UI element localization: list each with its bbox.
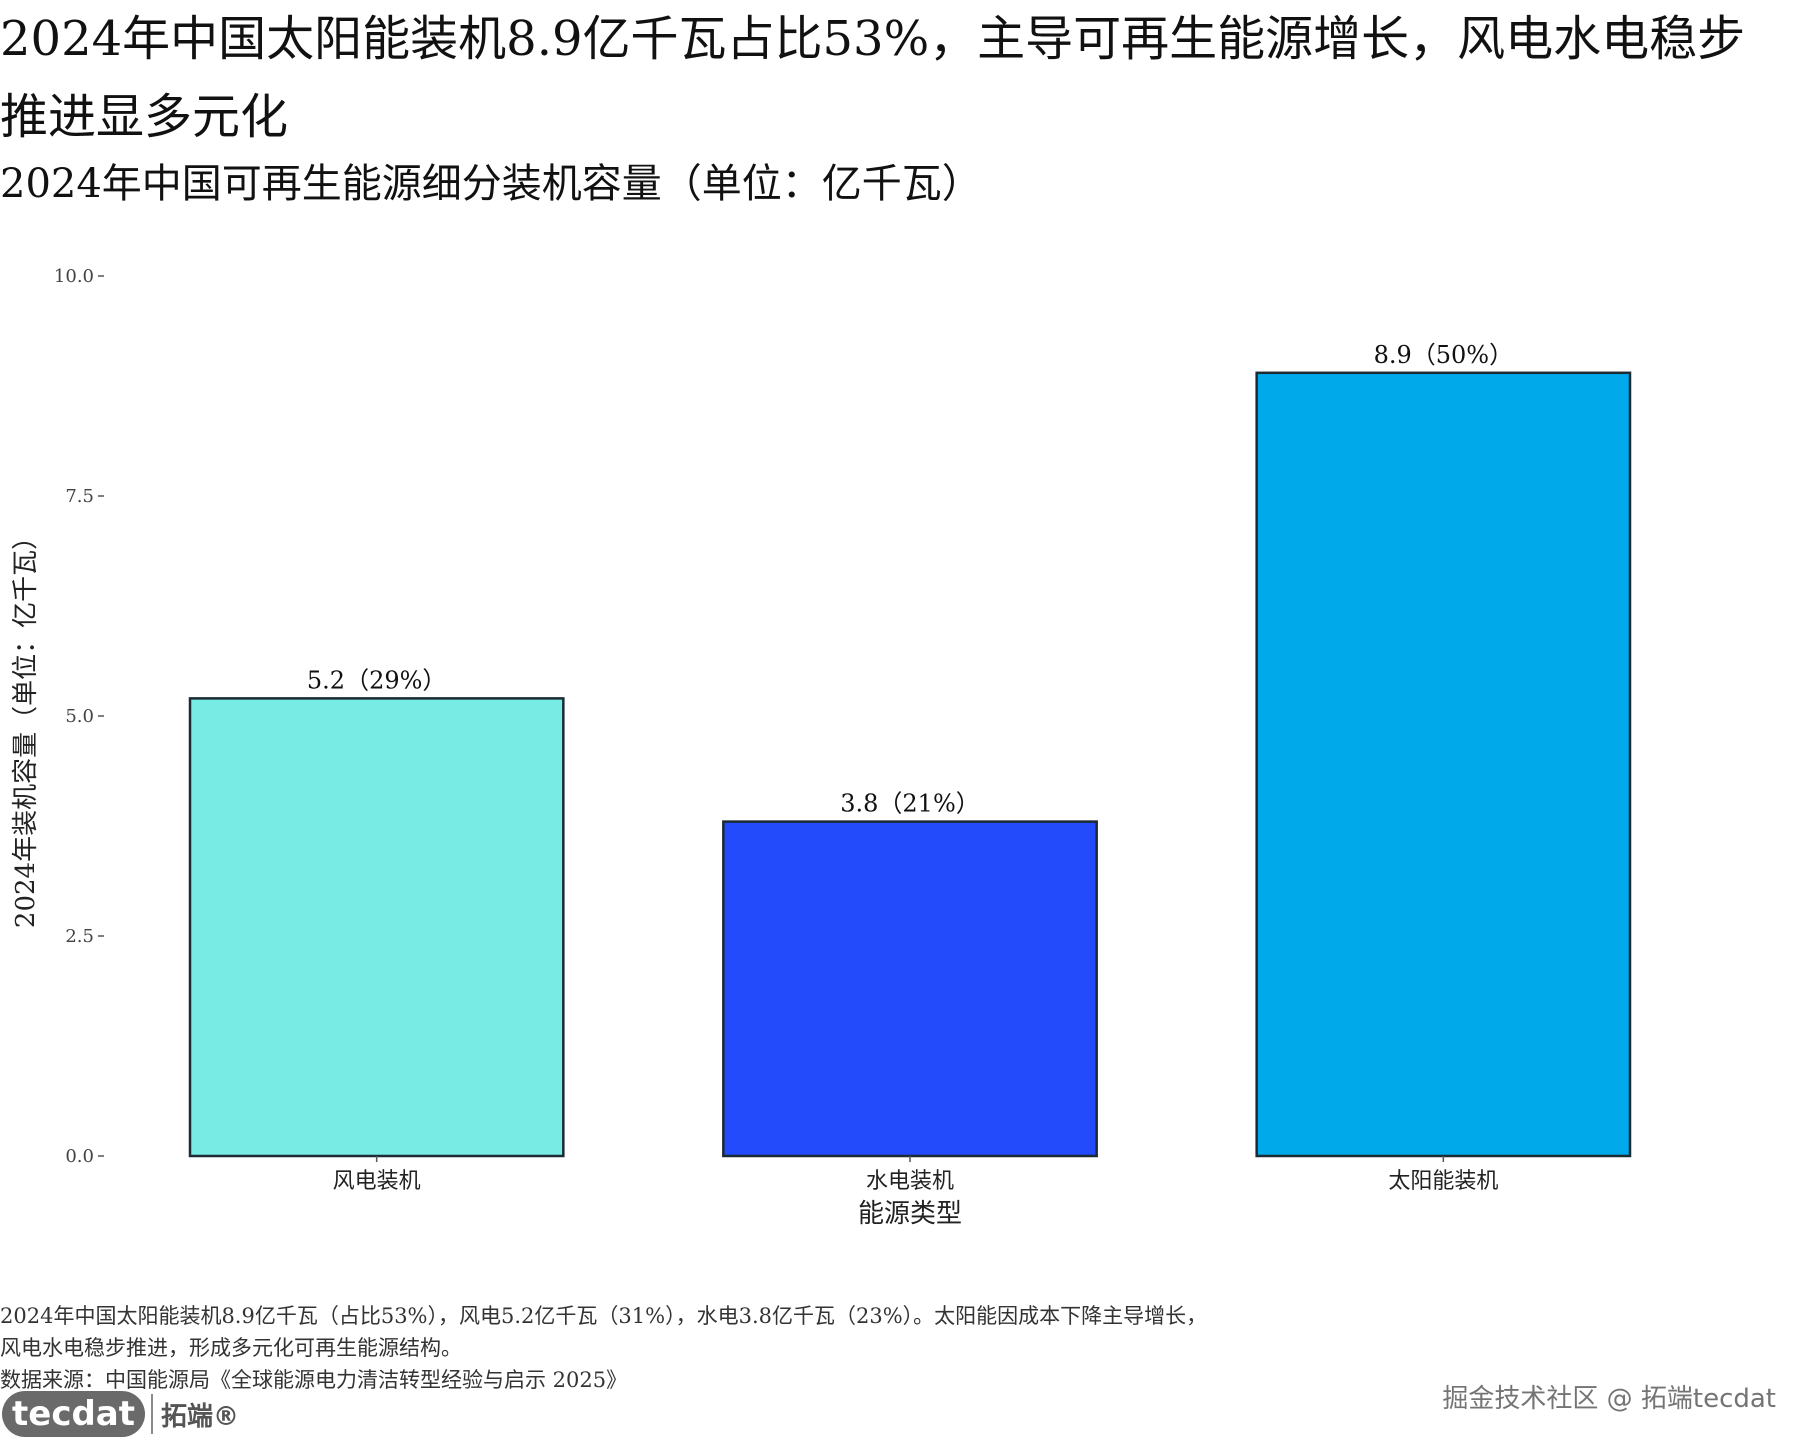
logo-divider bbox=[151, 1394, 154, 1434]
chart-subtitle: 2024年中国可再生能源细分装机容量（单位：亿千瓦） bbox=[0, 161, 982, 207]
bar bbox=[1255, 371, 1632, 1158]
y-axis-title: 2024年装机容量（单位：亿千瓦） bbox=[11, 524, 41, 928]
bar-chart: 0.0 2.5 5.0 7.5 10.0 5.2（29%） 3.8（21%） 8.9（50%… bbox=[11, 266, 1632, 1229]
x-tick-label: 风电装机 bbox=[333, 1169, 421, 1194]
y-tick-label: 0.0 bbox=[65, 1146, 94, 1167]
bar-data-label: 5.2（29%） bbox=[307, 666, 447, 694]
data-source: 数据来源：中国能源局《全球能源电力清洁转型经验与启示 2025》 bbox=[0, 1368, 628, 1392]
x-axis-ticks: 风电装机 水电装机 太阳能装机 bbox=[333, 1156, 1498, 1194]
chart-note-line-2: 风电水电稳步推进，形成多元化可再生能源结构。 bbox=[0, 1336, 462, 1360]
y-tick-label: 2.5 bbox=[65, 926, 94, 947]
chart-title: 2024年中国太阳能装机8.9亿千瓦占比53%，主导可再生能源增长，风电水电稳步… bbox=[0, 11, 1746, 145]
y-axis-ticks: 0.0 2.5 5.0 7.5 10.0 bbox=[54, 266, 104, 1167]
bar-data-labels: 5.2（29%） 3.8（21%） 8.9（50%） bbox=[307, 341, 1513, 818]
bar-data-label: 8.9（50%） bbox=[1374, 341, 1514, 369]
bar bbox=[722, 820, 1098, 1158]
tecdat-logo-mark: tecdat bbox=[2, 1391, 146, 1437]
bar-data-label: 3.8（21%） bbox=[840, 790, 980, 818]
y-tick-label: 5.0 bbox=[65, 706, 94, 727]
y-tick-label: 7.5 bbox=[65, 486, 94, 507]
tuoduan-logo-text: 拓端® bbox=[161, 1401, 240, 1432]
x-tick-label: 水电装机 bbox=[866, 1169, 954, 1194]
community-watermark: 掘金技术社区 @ 拓端tecdat bbox=[1442, 1384, 1776, 1414]
chart-note-line-1: 2024年中国太阳能装机8.9亿千瓦（占比53%），风电5.2亿千瓦（31%），… bbox=[0, 1304, 1208, 1328]
x-axis-title: 能源类型 bbox=[858, 1199, 962, 1229]
bars bbox=[188, 371, 1632, 1158]
x-tick-label: 太阳能装机 bbox=[1388, 1169, 1498, 1194]
bar bbox=[188, 697, 565, 1158]
brand-logo: tecdat 拓端® bbox=[2, 1390, 239, 1438]
y-tick-label: 10.0 bbox=[54, 266, 94, 287]
